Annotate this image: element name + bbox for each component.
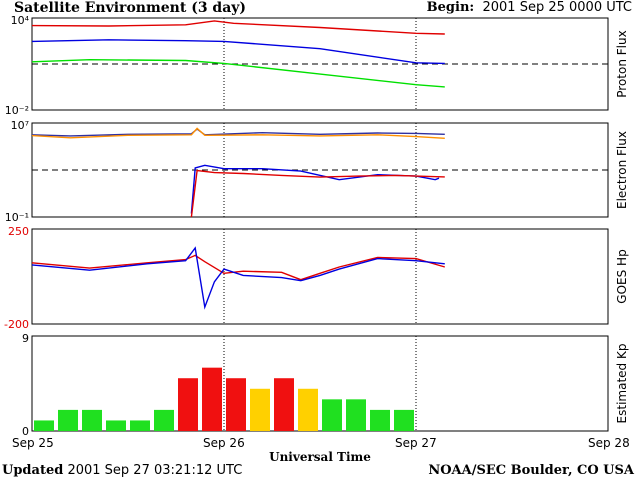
begin-value: 2001 Sep 25 0000 UTC bbox=[482, 0, 632, 15]
y-axis-label: GOES Hp bbox=[615, 249, 629, 303]
y-tick-label: 10⁷ bbox=[11, 119, 29, 132]
x-tick-label: Sep 27 bbox=[395, 436, 437, 450]
panel-frame bbox=[31, 335, 609, 432]
series-line bbox=[31, 39, 445, 65]
y-tick-label: -200 bbox=[4, 318, 29, 331]
y-axis-label: Estimated Kp bbox=[615, 344, 629, 424]
series-line bbox=[31, 20, 445, 35]
x-tick-label: Sep 28 bbox=[588, 436, 630, 450]
kp-bar bbox=[154, 409, 174, 431]
y-axis-label: Electron Flux bbox=[615, 131, 629, 209]
kp-bar bbox=[202, 367, 222, 431]
y-axis-label: Proton Flux bbox=[615, 30, 629, 97]
y-tick-label: 250 bbox=[8, 225, 29, 238]
series-line bbox=[31, 127, 445, 139]
kp-bar bbox=[322, 399, 342, 431]
begin-time: Begin: 2001 Sep 25 0000 UTC bbox=[427, 1, 632, 14]
kp-bar bbox=[394, 409, 414, 431]
kp-bar bbox=[370, 409, 390, 431]
kp-bar bbox=[346, 399, 366, 431]
kp-bar bbox=[58, 409, 78, 431]
x-tick-label: Sep 25 bbox=[12, 436, 54, 450]
updated-timestamp: Updated 2001 Sep 27 03:21:12 UTC bbox=[2, 464, 242, 477]
updated-value: 2001 Sep 27 03:21:12 UTC bbox=[67, 463, 243, 478]
kp-bar bbox=[298, 388, 318, 431]
panel-frame bbox=[31, 17, 609, 111]
y-tick-label: 10⁻² bbox=[5, 104, 29, 117]
kp-bar bbox=[106, 420, 126, 431]
credit-text: NOAA/SEC Boulder, CO USA bbox=[428, 463, 634, 478]
kp-bar bbox=[226, 378, 246, 431]
x-axis-label: Universal Time bbox=[269, 450, 371, 464]
begin-label: Begin: bbox=[426, 0, 475, 15]
y-tick-label: 10⁻¹ bbox=[5, 211, 29, 224]
series-line bbox=[31, 254, 445, 281]
updated-label: Updated bbox=[2, 463, 64, 478]
kp-bar bbox=[82, 409, 102, 431]
kp-bar bbox=[250, 388, 270, 431]
kp-bar bbox=[178, 378, 198, 431]
chart-title: Satellite Environment (3 day) bbox=[14, 0, 247, 16]
x-tick-label: Sep 26 bbox=[203, 436, 245, 450]
panel-frame bbox=[31, 228, 609, 325]
kp-bar bbox=[34, 420, 54, 431]
y-tick-label: 10⁴ bbox=[11, 14, 30, 27]
series-line bbox=[190, 169, 445, 218]
series-line bbox=[190, 164, 440, 214]
kp-bar bbox=[130, 420, 150, 431]
y-tick-label: 9 bbox=[22, 332, 29, 345]
series-line bbox=[31, 246, 445, 310]
kp-bar bbox=[274, 378, 294, 431]
y-tick-label: 0 bbox=[22, 425, 29, 438]
series-line bbox=[31, 58, 445, 88]
panel-frame bbox=[31, 122, 609, 218]
